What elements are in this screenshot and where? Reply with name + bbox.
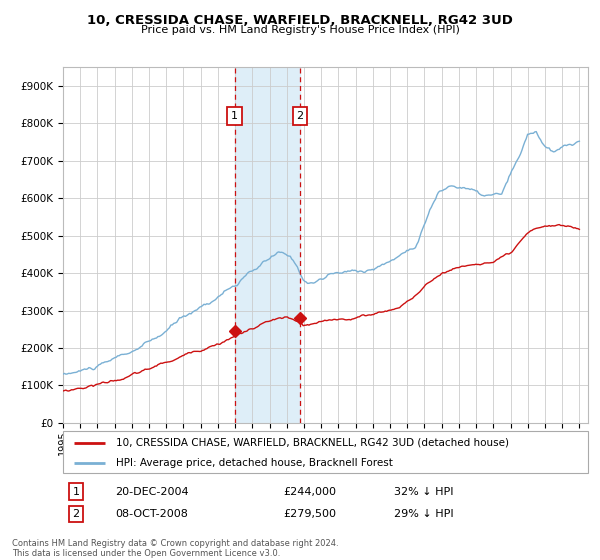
Text: 10, CRESSIDA CHASE, WARFIELD, BRACKNELL, RG42 3UD (detached house): 10, CRESSIDA CHASE, WARFIELD, BRACKNELL,… bbox=[115, 438, 509, 448]
Text: Contains HM Land Registry data © Crown copyright and database right 2024.
This d: Contains HM Land Registry data © Crown c… bbox=[12, 539, 338, 558]
Text: 1: 1 bbox=[231, 111, 238, 121]
Text: 2: 2 bbox=[73, 509, 80, 519]
Text: 10, CRESSIDA CHASE, WARFIELD, BRACKNELL, RG42 3UD: 10, CRESSIDA CHASE, WARFIELD, BRACKNELL,… bbox=[87, 14, 513, 27]
Text: £279,500: £279,500 bbox=[284, 509, 337, 519]
Text: Price paid vs. HM Land Registry's House Price Index (HPI): Price paid vs. HM Land Registry's House … bbox=[140, 25, 460, 35]
Bar bbox=[235, 67, 300, 423]
Text: 29% ↓ HPI: 29% ↓ HPI bbox=[394, 509, 454, 519]
Text: 32% ↓ HPI: 32% ↓ HPI bbox=[394, 487, 453, 497]
FancyBboxPatch shape bbox=[63, 431, 588, 473]
Text: 1: 1 bbox=[73, 487, 80, 497]
Text: £244,000: £244,000 bbox=[284, 487, 337, 497]
Text: 20-DEC-2004: 20-DEC-2004 bbox=[115, 487, 189, 497]
Text: HPI: Average price, detached house, Bracknell Forest: HPI: Average price, detached house, Brac… bbox=[115, 458, 392, 468]
Text: 2: 2 bbox=[296, 111, 304, 121]
Text: 08-OCT-2008: 08-OCT-2008 bbox=[115, 509, 188, 519]
